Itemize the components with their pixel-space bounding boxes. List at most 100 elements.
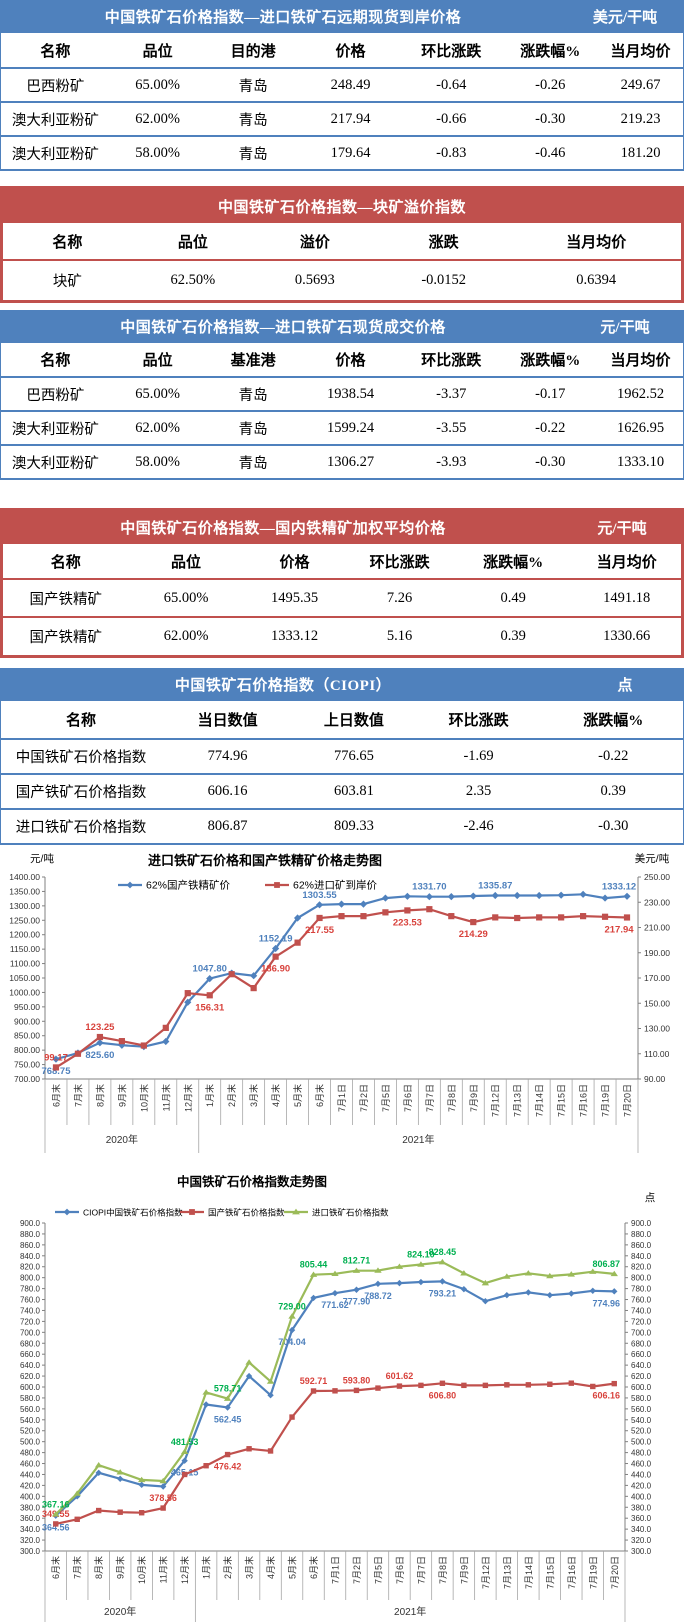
legend-label: CIOPI中国铁矿石价格指数 (83, 1208, 183, 1218)
data-label: 1303.55 (302, 890, 337, 901)
square-marker (162, 1024, 169, 1031)
diamond-marker (568, 1290, 575, 1297)
right-tick-label: 90.00 (644, 1074, 666, 1084)
square-marker (439, 1380, 446, 1386)
x-category-label: 7月16日 (567, 1556, 577, 1589)
value-cell: 7.26 (386, 589, 413, 606)
left-tick-label: 640.0 (20, 1361, 41, 1370)
right-tick-label: 400.0 (631, 1492, 652, 1501)
data-label: 704.04 (278, 1337, 306, 1347)
triangle-marker (567, 1271, 575, 1277)
year-group-label: 2020年 (106, 1133, 138, 1146)
x-category-label: 6月末 (50, 1084, 61, 1107)
x-category-label: 7月13日 (513, 1084, 523, 1117)
value-cell: 774.96 (207, 748, 248, 764)
value-cell: -0.30 (535, 453, 566, 470)
value-cell: 1330.66 (603, 628, 651, 644)
square-marker (316, 914, 323, 922)
table-row: 澳大利亚粉矿 62.00% 青岛 217.94 -0.66 -0.30 219.23 (0, 102, 684, 136)
right-tick-label: 130.00 (644, 1024, 670, 1034)
left-tick-label: 700.0 (20, 1328, 41, 1337)
left-tick-label: 1200.00 (9, 930, 40, 940)
value-cell: 806.87 (207, 818, 248, 834)
triangle-marker (116, 1469, 124, 1475)
triangle-marker (292, 1208, 300, 1215)
column-header: 当月均价 (610, 353, 671, 369)
value-cell: 5.16 (386, 628, 413, 644)
square-marker (289, 1414, 295, 1420)
square-marker (623, 914, 631, 921)
square-marker (246, 1446, 252, 1452)
diamond-marker (310, 1294, 317, 1302)
value-cell: 219.23 (620, 110, 661, 127)
x-category-label: 7月9日 (469, 1084, 479, 1112)
table-title: 中国铁矿石价格指数（CIOPI） (174, 678, 392, 694)
right-tick-label: 860.0 (631, 1241, 652, 1250)
value-cell: -1.69 (463, 748, 494, 764)
x-category-label: 7月20日 (610, 1556, 620, 1589)
value-cell: 青岛 (238, 455, 268, 472)
value-cell: 1333.12 (270, 628, 319, 644)
table-unit: 元/干吨 (600, 320, 650, 336)
left-tick-label: 1350.00 (9, 886, 40, 896)
table-row: 国产铁矿石价格指数 606.16 603.81 2.35 0.39 (0, 774, 684, 809)
x-category-label: 7月8日 (438, 1556, 448, 1584)
square-marker (418, 1382, 424, 1389)
value-cell: 1962.52 (616, 385, 665, 402)
data-label: 1047.80 (193, 964, 227, 975)
x-category-label: 5月末 (292, 1084, 303, 1107)
column-header: 环比涨跌 (369, 554, 430, 571)
right-tick-label: 620.0 (631, 1372, 652, 1381)
data-label: 481.53 (171, 1437, 199, 1447)
lump-premium-table: 中国铁矿石价格指数—块矿溢价指数名称 品位 溢价 涨跌 当月均价 块矿 62.50% 0.56… (0, 186, 684, 303)
diamond-marker (557, 891, 565, 899)
left-tick-label: 900.0 (20, 1219, 41, 1228)
square-marker (579, 913, 587, 920)
table-title: 中国铁矿石价格指数—块矿溢价指数 (217, 199, 466, 216)
value-cell: -0.46 (535, 144, 566, 161)
column-header: 价格 (335, 43, 366, 60)
table-title-bar: 中国铁矿石价格指数—块矿溢价指数 (3, 189, 681, 223)
left-tick-label: 300.0 (20, 1547, 41, 1556)
diamond-marker (374, 1280, 382, 1288)
triangle-marker (309, 1271, 318, 1277)
value-cell: 809.33 (333, 818, 374, 834)
square-marker (590, 1383, 596, 1390)
right-tick-label: 740.0 (631, 1306, 652, 1315)
right-tick-label: 900.0 (631, 1219, 652, 1228)
left-tick-label: 1400.00 (9, 872, 40, 882)
diamond-marker (525, 1289, 532, 1296)
x-category-label: 7月5日 (381, 1084, 391, 1112)
value-cell: 1599.24 (326, 419, 375, 436)
x-category-label: 7月5日 (373, 1556, 383, 1584)
diamond-marker (425, 893, 433, 901)
column-header: 涨跌幅% (483, 554, 544, 571)
value-cell: -0.22 (598, 748, 629, 764)
triangle-marker (52, 1511, 60, 1517)
right-tick-label: 380.0 (631, 1503, 652, 1512)
data-label: 812.71 (343, 1256, 371, 1266)
data-label: 601.62 (386, 1371, 414, 1381)
diamond-marker (447, 893, 455, 901)
table-header-row: 名称 品位 溢价 涨跌 当月均价 (3, 223, 681, 260)
left-tick-label: 740.0 (20, 1306, 41, 1315)
column-header: 目的港 (230, 43, 276, 60)
value-cell: 65.00% (163, 589, 209, 606)
value-cell: -0.66 (436, 110, 467, 127)
forward-spot-cfr-table: 中国铁矿石价格指数—进口铁矿石远期现货到岸价格 美元/干吨 名称 品位 目的港 价格 环比涨… (0, 0, 684, 171)
left-tick-label: 800.00 (14, 1045, 40, 1055)
data-label: 156.31 (195, 1002, 225, 1013)
right-tick-label: 170.00 (644, 973, 670, 983)
table-title-bar: 中国铁矿石价格指数—进口铁矿石现货成交价格 元/干吨 (0, 310, 684, 343)
value-cell: 1333.10 (616, 453, 665, 470)
square-marker (228, 971, 235, 978)
column-header: 涨跌幅% (583, 713, 644, 729)
chart-title: 中国铁矿石价格指数走势图 (177, 1174, 327, 1189)
x-category-label: 7月13日 (502, 1556, 512, 1589)
table-row: 块矿 62.50% 0.5693 -0.0152 0.6394 (3, 260, 681, 300)
square-marker (117, 1509, 123, 1515)
left-tick-label: 1150.00 (10, 944, 40, 954)
column-header: 环比涨跌 (421, 353, 482, 369)
square-marker (375, 1385, 381, 1391)
right-tick-label: 150.00 (644, 998, 670, 1008)
